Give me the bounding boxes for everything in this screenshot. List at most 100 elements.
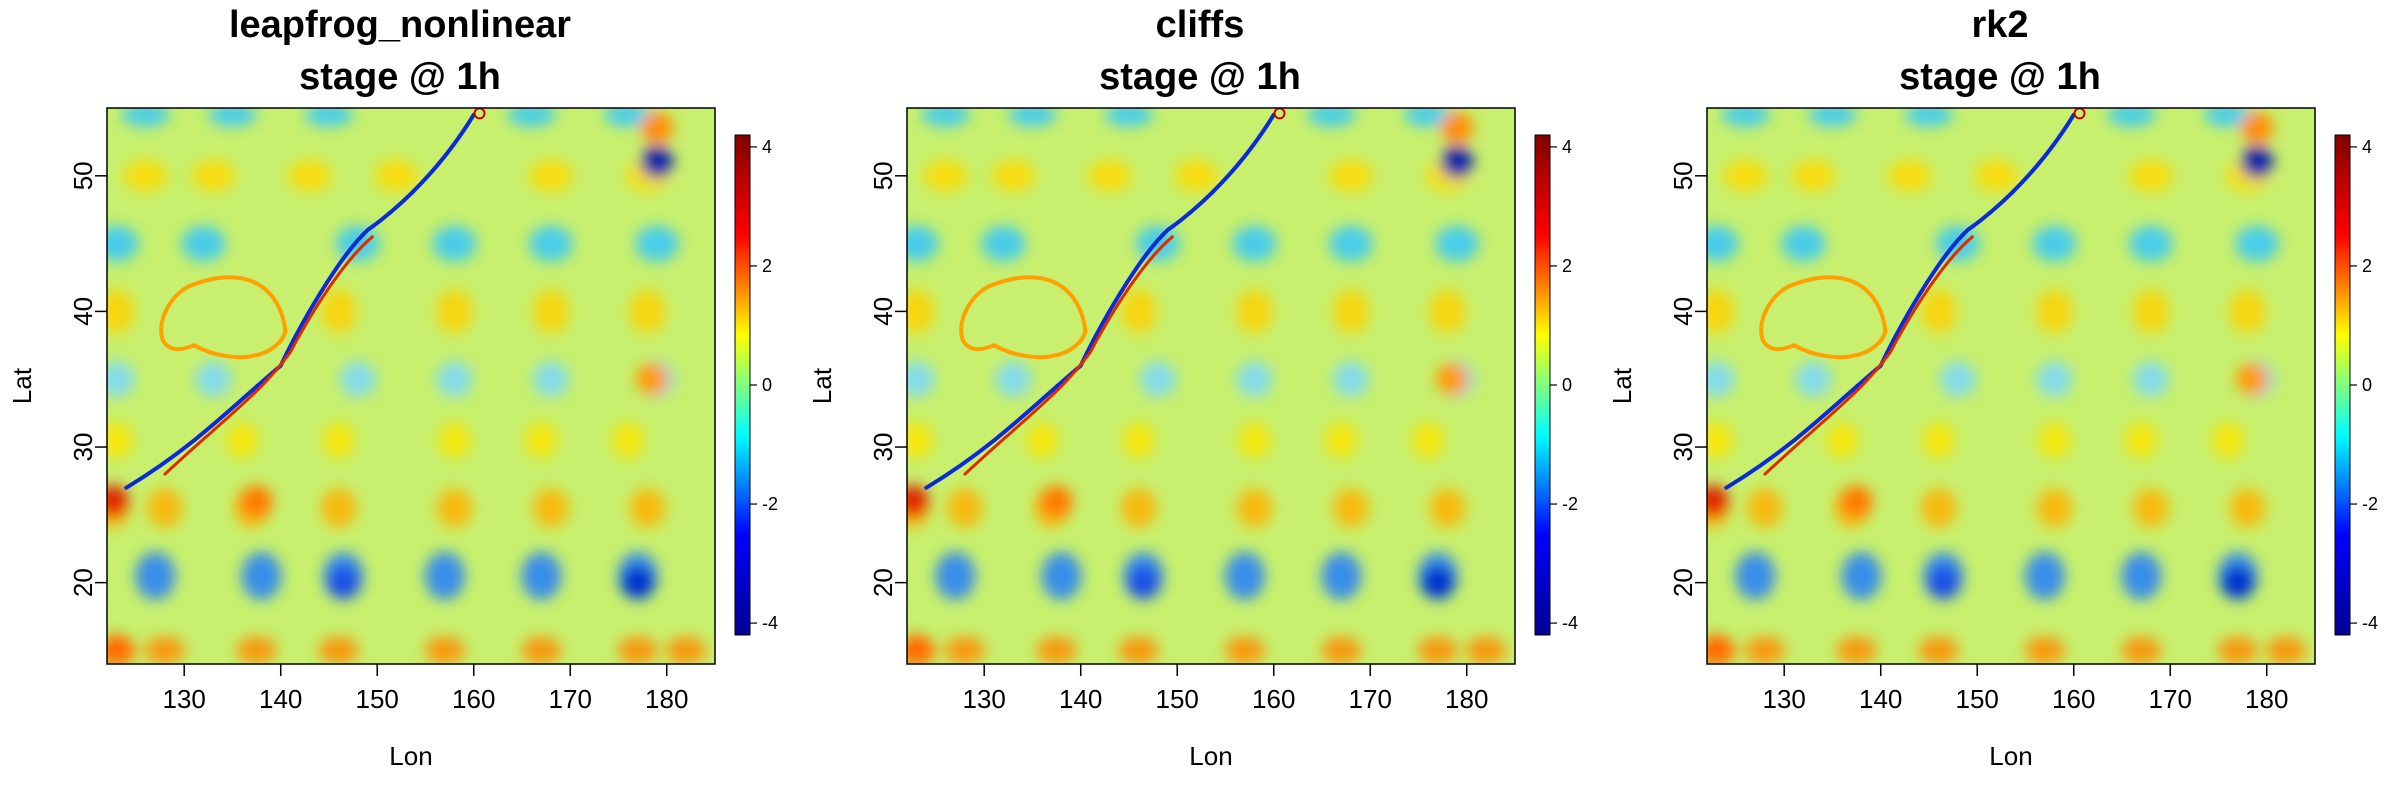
- field-lobe: [529, 226, 573, 262]
- field-lobe: [2129, 160, 2173, 192]
- field-lobe: [1791, 160, 1835, 192]
- chart-subtitle: stage @ 1h: [1600, 58, 2400, 96]
- field-lobe: [1701, 422, 1733, 458]
- field-lobe: [2036, 361, 2072, 397]
- field-lobe: [612, 422, 644, 458]
- field-lobe: [1841, 552, 1881, 600]
- colorbar: [735, 135, 750, 635]
- y-axis-label: Lat: [7, 367, 37, 404]
- field-lobe: [1975, 160, 2019, 192]
- chart-title: leapfrog_nonlinear: [0, 6, 800, 44]
- field-peak: [2236, 363, 2268, 395]
- field-lobe: [1809, 103, 1857, 127]
- field-lobe: [375, 160, 419, 192]
- field-lobe: [995, 361, 1031, 397]
- panel-2: cliffs stage @ 1h 130 140 150 160 170 180 20 30…: [800, 0, 1600, 800]
- field-lobe: [99, 361, 135, 397]
- panel-1: leapfrog_nonlinear stage @ 1h 130 140 150 1…: [0, 0, 800, 800]
- y-tick-label: 20: [1668, 568, 1698, 597]
- field-lobe: [323, 422, 355, 458]
- field-peak: [636, 363, 668, 395]
- field-lobe: [629, 488, 665, 528]
- field-lobe: [924, 160, 968, 192]
- field-lobe: [991, 160, 1035, 192]
- field-lobe: [425, 552, 465, 600]
- heatmap-chart: 130 140 150 160 170 180 20 30 40 50 Lon Lat -4 -2 0 2 4: [800, 0, 1600, 800]
- field-lobe: [425, 636, 465, 664]
- field-peak: [2241, 146, 2273, 178]
- field-lobe: [1412, 422, 1444, 458]
- field-lobe: [525, 422, 557, 458]
- y-tick-label: 40: [868, 297, 898, 326]
- field-lobe: [1236, 361, 1272, 397]
- x-tick-label: 130: [963, 684, 1006, 714]
- field-lobe: [1225, 552, 1265, 600]
- field-peak: [2222, 567, 2254, 599]
- x-axis-label: Lon: [1989, 741, 2032, 771]
- field-lobe: [438, 422, 470, 458]
- field-lobe: [1321, 636, 1361, 664]
- field-lobe: [508, 103, 556, 127]
- field-peak: [327, 567, 359, 599]
- x-tick-label: 150: [1956, 684, 1999, 714]
- field-peak: [1041, 485, 1073, 517]
- field-lobe: [2229, 488, 2265, 528]
- field-lobe: [666, 636, 706, 664]
- field-lobe: [2133, 361, 2169, 397]
- chart-subtitle: stage @ 1h: [0, 58, 800, 96]
- field-lobe: [1747, 488, 1783, 528]
- x-tick-label: 170: [1349, 684, 1392, 714]
- field-lobe: [2108, 103, 2156, 127]
- y-tick-label: 50: [868, 161, 898, 190]
- x-tick-label: 160: [452, 684, 495, 714]
- field-lobe: [1232, 226, 1276, 262]
- field-lobe: [1837, 636, 1877, 664]
- field-lobe: [1435, 226, 1479, 262]
- field-lobe: [1921, 289, 1957, 333]
- field-lobe: [2032, 226, 2076, 262]
- field-peak: [101, 634, 133, 666]
- field-lobe: [1329, 160, 1373, 192]
- field-lobe: [521, 552, 561, 600]
- x-axis-label: Lon: [389, 741, 432, 771]
- field-lobe: [436, 361, 472, 397]
- field-lobe: [1695, 226, 1739, 262]
- field-lobe: [209, 103, 257, 127]
- x-axis-label: Lon: [1189, 741, 1232, 771]
- x-tick-label: 160: [2052, 684, 2095, 714]
- field-lobe: [1782, 226, 1826, 262]
- heatmap-field: [1694, 103, 2315, 667]
- field-lobe: [436, 289, 472, 333]
- field-lobe: [2025, 552, 2065, 600]
- field-lobe: [945, 636, 985, 664]
- x-tick-label: 180: [1445, 684, 1488, 714]
- field-lobe: [2129, 226, 2173, 262]
- field-lobe: [1795, 361, 1831, 397]
- field-lobe: [1308, 103, 1356, 127]
- field-lobe: [533, 361, 569, 397]
- field-lobe: [2235, 226, 2279, 262]
- field-lobe: [101, 422, 133, 458]
- chart-title: cliffs: [800, 6, 1600, 44]
- heatmap-chart: 130 140 150 160 170 180 20 30 40 50 Lon Lat -4 -2 0 2 4: [1600, 0, 2400, 800]
- field-lobe: [305, 103, 353, 127]
- x-tick-label: 170: [549, 684, 592, 714]
- field-lobe: [1123, 422, 1155, 458]
- colorbar: [1535, 135, 1550, 635]
- field-lobe: [1236, 488, 1272, 528]
- colorbar-tick-label: 0: [762, 375, 772, 395]
- field-peak: [1441, 146, 1473, 178]
- colorbar-tick-label: 2: [1562, 256, 1572, 276]
- field-lobe: [1333, 488, 1369, 528]
- field-lobe: [895, 226, 939, 262]
- field-lobe: [124, 160, 168, 192]
- field-lobe: [2038, 422, 2070, 458]
- field-peak: [641, 112, 673, 144]
- x-tick-label: 130: [163, 684, 206, 714]
- field-lobe: [1923, 422, 1955, 458]
- field-lobe: [1936, 226, 1980, 262]
- heatmap-chart: 130 140 150 160 170 180 20 30 40 50 Lon Lat -4 -2 0 2 4: [0, 0, 800, 800]
- field-lobe: [1325, 422, 1357, 458]
- field-lobe: [1333, 361, 1369, 397]
- x-tick-label: 180: [645, 684, 688, 714]
